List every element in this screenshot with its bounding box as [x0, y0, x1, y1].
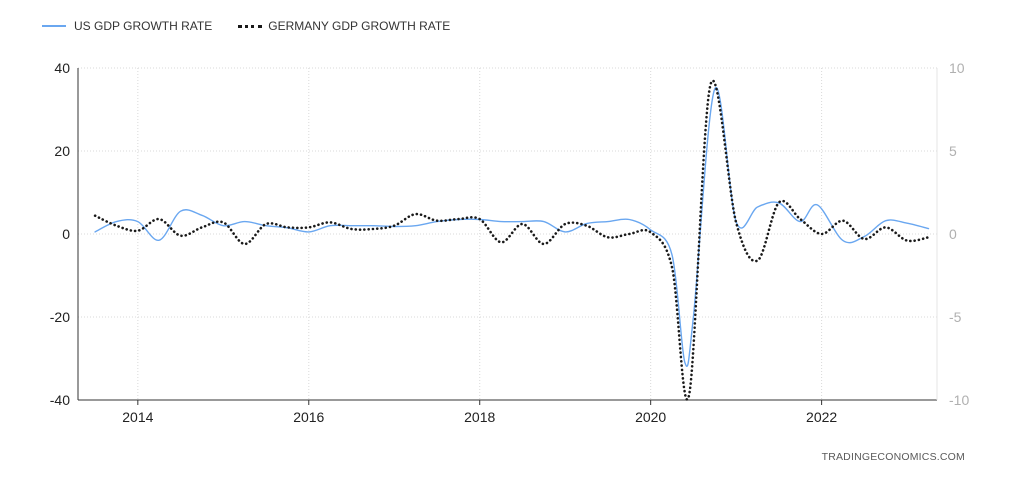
x-tick-label: 2018 [464, 409, 495, 425]
right-tick-label: 5 [949, 143, 957, 159]
axes [77, 68, 938, 401]
left-tick-label: -20 [50, 309, 70, 325]
left-tick-label: -40 [50, 392, 70, 408]
legend-item-germany[interactable]: GERMANY GDP GROWTH RATE [238, 19, 450, 33]
grid-lines [78, 67, 937, 400]
germany-gdp-line [93, 79, 930, 401]
legend-label-us: US GDP GROWTH RATE [74, 19, 213, 33]
right-tick-label: -10 [949, 392, 969, 408]
series-lines [93, 79, 930, 401]
right-tick-label: 10 [949, 60, 965, 76]
germany-line-swatch-icon [238, 24, 263, 28]
left-tick-label: 0 [62, 226, 70, 242]
left-tick-label: 40 [54, 60, 70, 76]
x-tick-label: 2016 [293, 409, 324, 425]
us-gdp-line [94, 86, 930, 367]
source-credit[interactable]: TRADINGECONOMICS.COM [821, 451, 965, 463]
legend-label-germany: GERMANY GDP GROWTH RATE [268, 19, 451, 33]
left-tick-label: 20 [54, 143, 70, 159]
left-axis-ticks: 40 20 0 -20 -40 [50, 60, 70, 408]
right-tick-label: 0 [949, 226, 957, 242]
right-axis-ticks: 10 5 0 -5 -10 [949, 60, 969, 408]
x-tick-label: 2020 [635, 409, 666, 425]
x-tick-label: 2022 [806, 409, 837, 425]
us-line-swatch-icon [42, 25, 66, 27]
legend-item-us[interactable]: US GDP GROWTH RATE [42, 19, 212, 33]
right-tick-label: -5 [949, 309, 962, 325]
x-axis-ticks: 2014 2016 2018 2020 2022 [122, 400, 837, 425]
legend: US GDP GROWTH RATE GERMANY GDP GROWTH RA… [42, 19, 476, 33]
x-tick-label: 2014 [122, 409, 153, 425]
